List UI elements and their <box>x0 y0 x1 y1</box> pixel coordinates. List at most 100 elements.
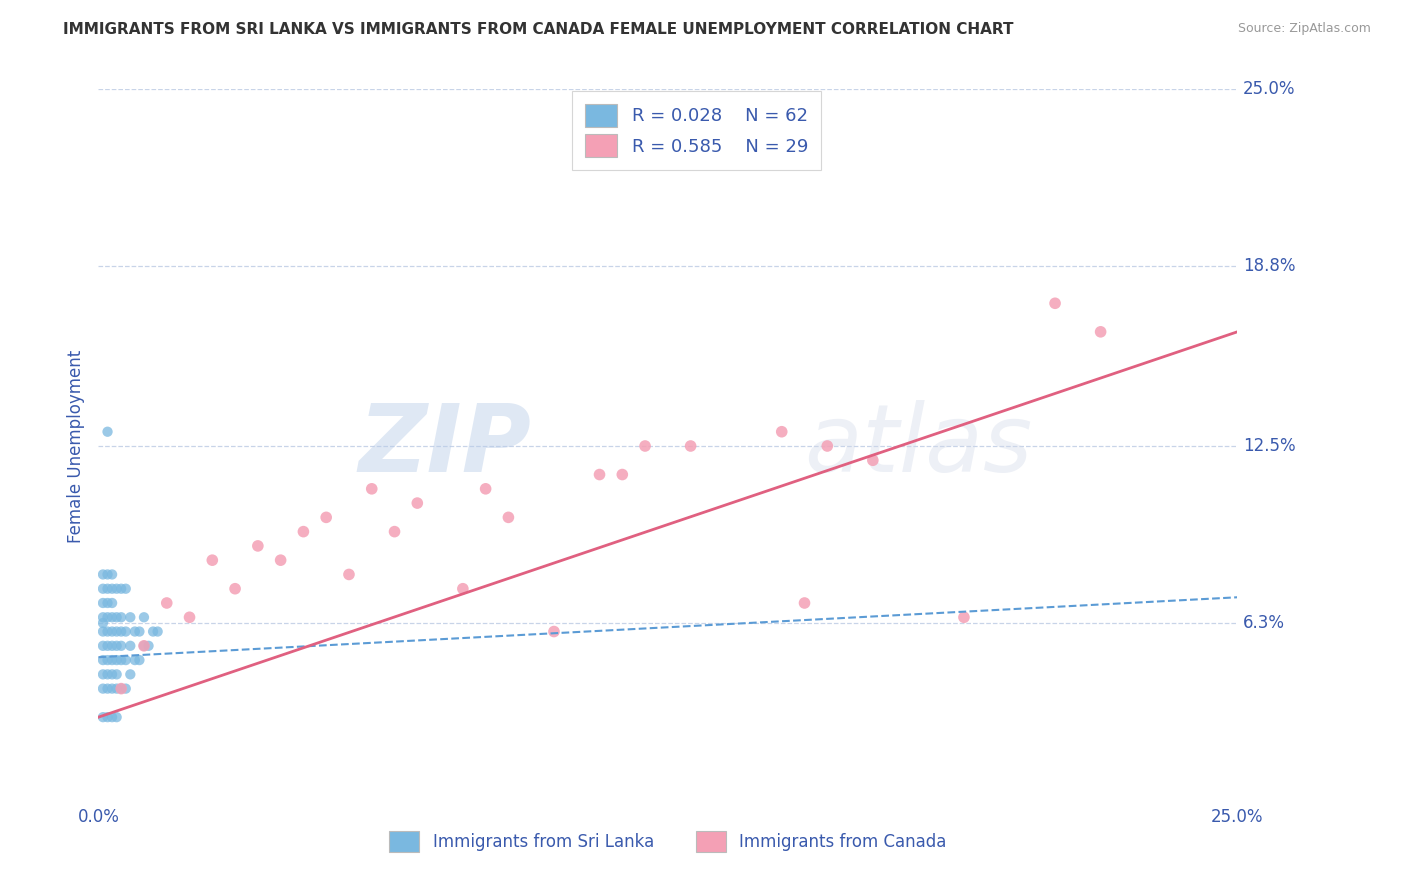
Point <box>138 639 160 653</box>
Point <box>110 624 132 639</box>
Point <box>105 582 128 596</box>
Point <box>101 624 124 639</box>
Point <box>156 596 179 610</box>
Point <box>114 582 136 596</box>
Point <box>91 653 114 667</box>
Point <box>105 667 128 681</box>
Point <box>110 610 132 624</box>
Point <box>793 596 815 610</box>
Point <box>96 425 118 439</box>
Point <box>337 567 360 582</box>
Point <box>360 482 382 496</box>
Point <box>679 439 702 453</box>
Point <box>128 624 150 639</box>
Point <box>110 639 132 653</box>
Point <box>120 639 142 653</box>
Point <box>132 610 155 624</box>
Point <box>179 610 201 624</box>
Point <box>114 653 136 667</box>
Point <box>101 582 124 596</box>
Point <box>96 567 118 582</box>
Text: IMMIGRANTS FROM SRI LANKA VS IMMIGRANTS FROM CANADA FEMALE UNEMPLOYMENT CORRELAT: IMMIGRANTS FROM SRI LANKA VS IMMIGRANTS … <box>63 22 1014 37</box>
Point <box>101 639 124 653</box>
Point <box>105 624 128 639</box>
Point <box>201 553 224 567</box>
Point <box>120 610 142 624</box>
Point <box>862 453 884 467</box>
Point <box>1090 325 1112 339</box>
Point <box>101 567 124 582</box>
Point <box>132 639 155 653</box>
Point <box>292 524 315 539</box>
Point <box>96 653 118 667</box>
Point <box>96 610 118 624</box>
Text: 6.3%: 6.3% <box>1243 614 1285 632</box>
Text: 18.8%: 18.8% <box>1243 257 1295 275</box>
Text: atlas: atlas <box>804 401 1033 491</box>
Point <box>105 653 128 667</box>
Point <box>91 582 114 596</box>
Point <box>146 624 169 639</box>
Point <box>96 667 118 681</box>
Legend: Immigrants from Sri Lanka, Immigrants from Canada: Immigrants from Sri Lanka, Immigrants fr… <box>382 824 953 859</box>
Point <box>110 681 132 696</box>
Point <box>101 710 124 724</box>
Point <box>451 582 474 596</box>
Point <box>110 681 132 696</box>
Text: 25.0%: 25.0% <box>1243 80 1295 98</box>
Point <box>91 639 114 653</box>
Point <box>91 615 114 630</box>
Point <box>124 653 146 667</box>
Point <box>612 467 634 482</box>
Point <box>91 596 114 610</box>
Point <box>96 582 118 596</box>
Point <box>96 624 118 639</box>
Point <box>101 653 124 667</box>
Point <box>91 667 114 681</box>
Point <box>114 624 136 639</box>
Point <box>498 510 520 524</box>
Point <box>634 439 657 453</box>
Point <box>110 582 132 596</box>
Point <box>124 624 146 639</box>
Point <box>101 681 124 696</box>
Point <box>474 482 496 496</box>
Point <box>91 567 114 582</box>
Point <box>770 425 793 439</box>
Point <box>91 681 114 696</box>
Point <box>105 610 128 624</box>
Point <box>101 596 124 610</box>
Point <box>384 524 406 539</box>
Point <box>315 510 337 524</box>
Text: Source: ZipAtlas.com: Source: ZipAtlas.com <box>1237 22 1371 36</box>
Point <box>142 624 165 639</box>
Point <box>105 710 128 724</box>
Point <box>101 610 124 624</box>
Point <box>110 653 132 667</box>
Point <box>1043 296 1066 310</box>
Point <box>132 639 155 653</box>
Point <box>815 439 838 453</box>
Text: 12.5%: 12.5% <box>1243 437 1295 455</box>
Point <box>120 667 142 681</box>
Y-axis label: Female Unemployment: Female Unemployment <box>66 350 84 542</box>
Point <box>588 467 610 482</box>
Point <box>114 681 136 696</box>
Point <box>96 639 118 653</box>
Point <box>270 553 292 567</box>
Point <box>105 639 128 653</box>
Point <box>224 582 246 596</box>
Point <box>96 710 118 724</box>
Point <box>91 610 114 624</box>
Point <box>96 596 118 610</box>
Text: ZIP: ZIP <box>359 400 531 492</box>
Point <box>128 653 150 667</box>
Point <box>953 610 976 624</box>
Point <box>246 539 269 553</box>
Point <box>101 667 124 681</box>
Point <box>105 681 128 696</box>
Point <box>91 624 114 639</box>
Point <box>406 496 429 510</box>
Point <box>96 681 118 696</box>
Point <box>91 710 114 724</box>
